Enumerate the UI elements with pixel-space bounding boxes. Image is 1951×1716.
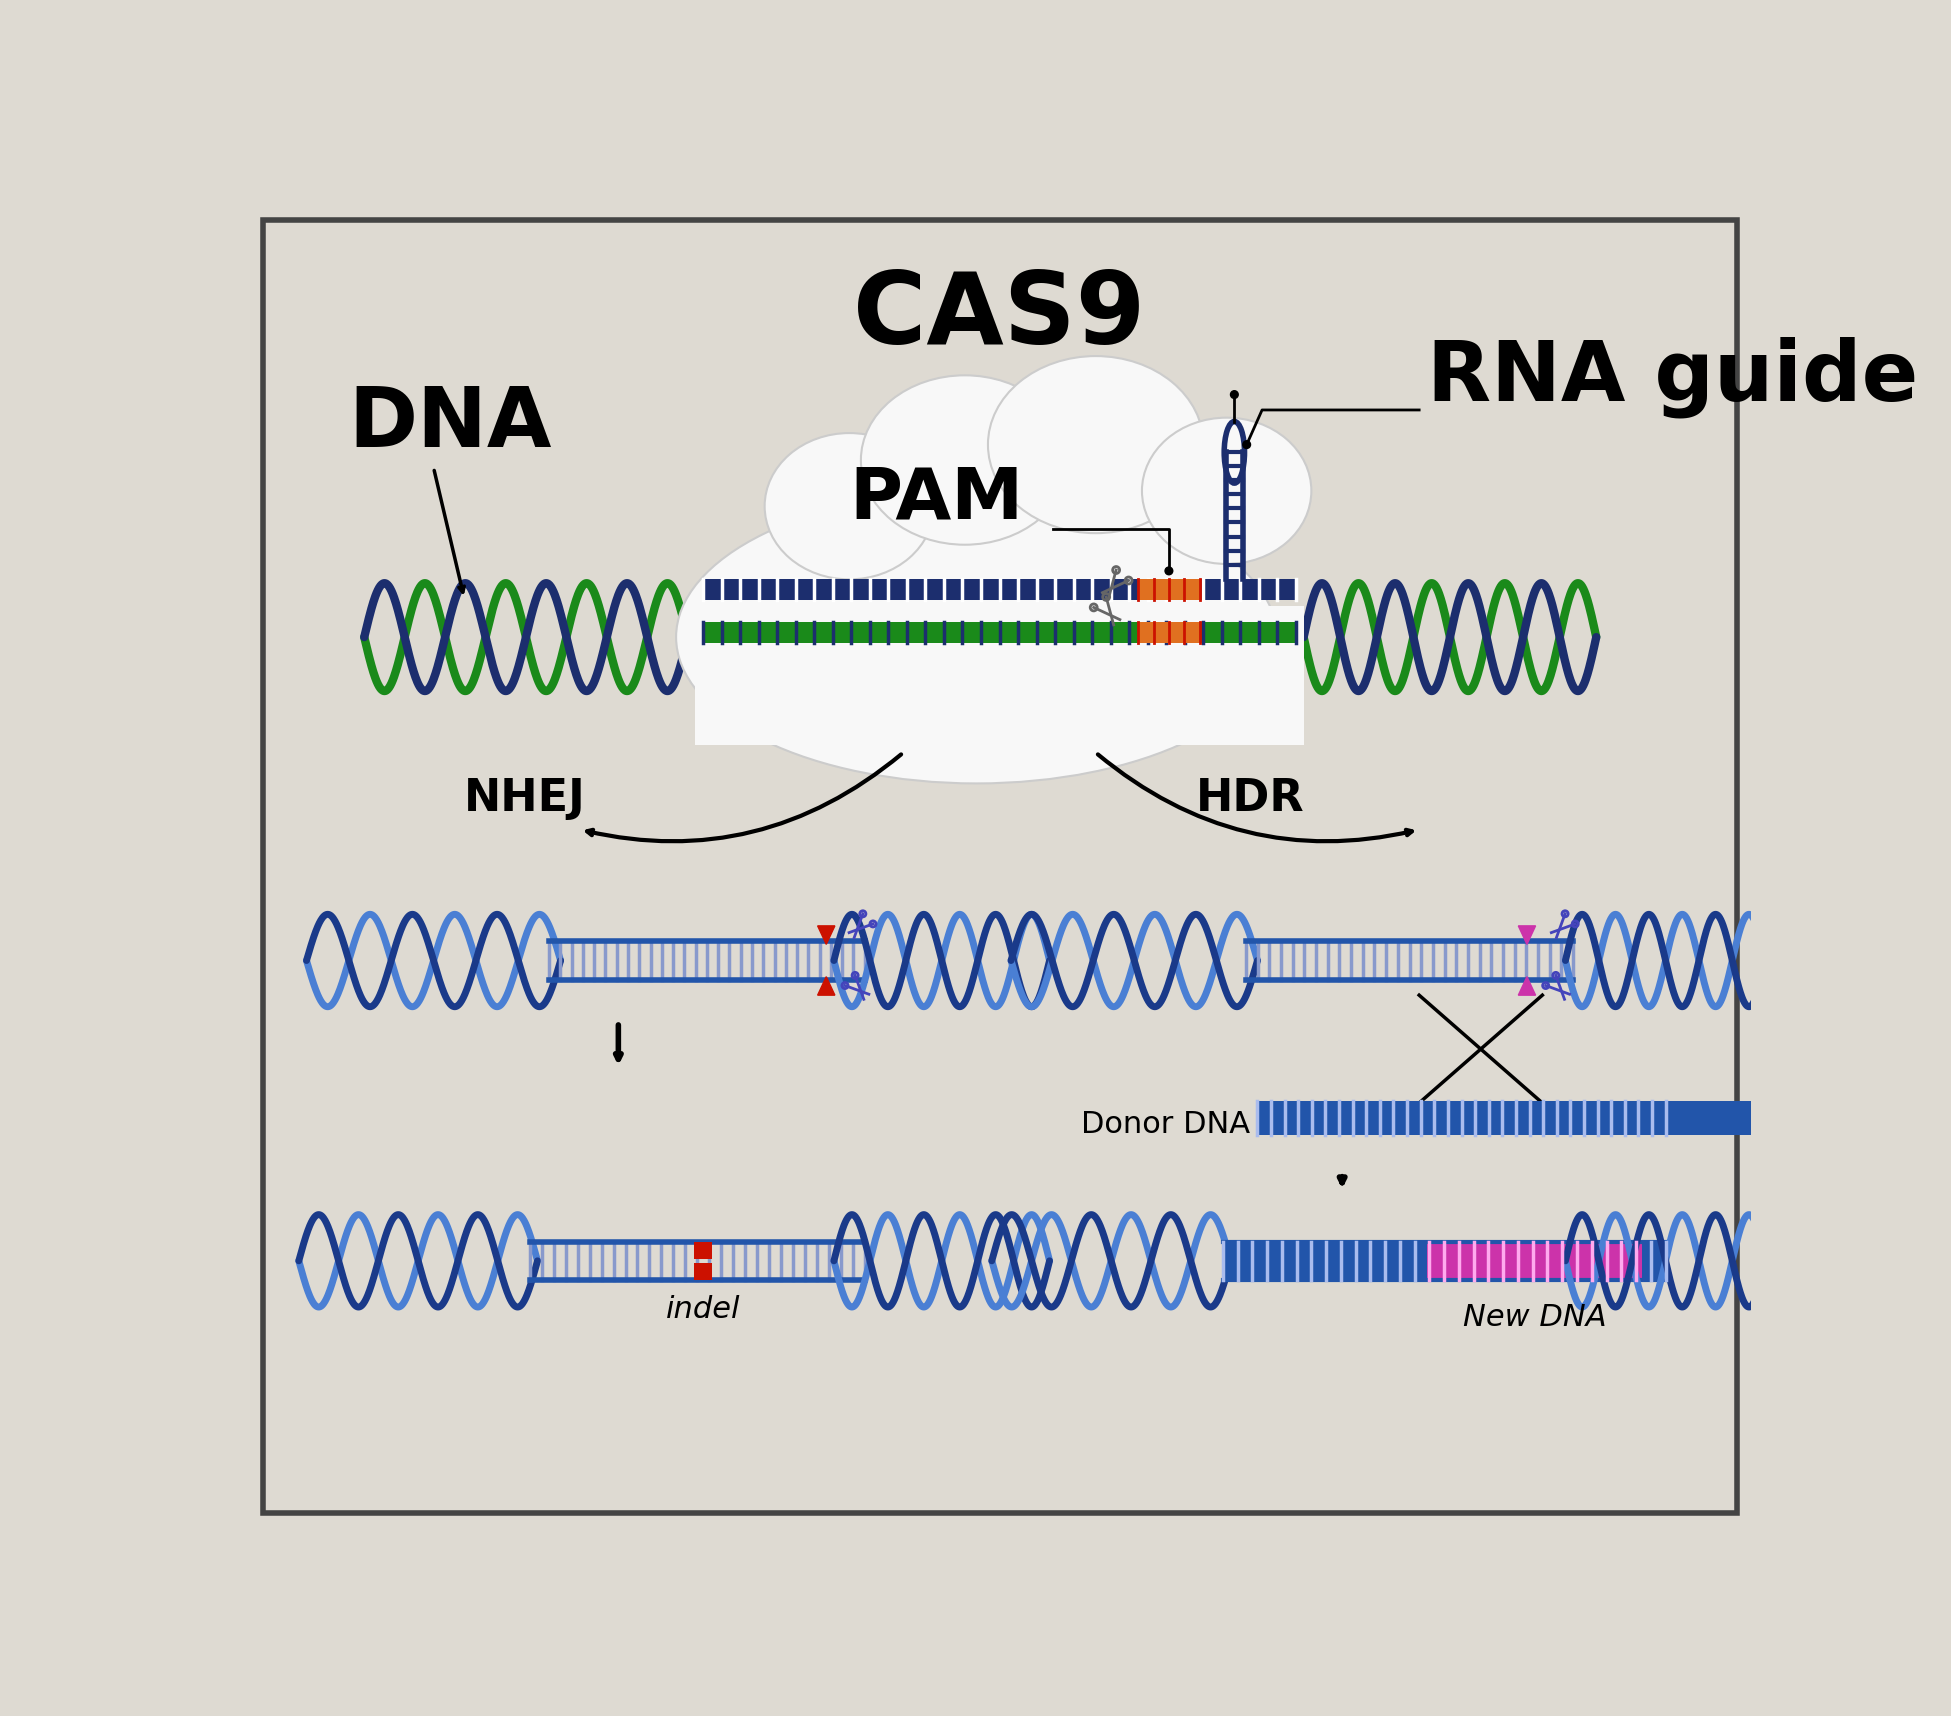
Text: DNA: DNA <box>349 383 552 463</box>
Ellipse shape <box>987 357 1204 534</box>
Text: RNA guide: RNA guide <box>1426 336 1918 419</box>
Text: Donor DNA: Donor DNA <box>1081 1110 1251 1139</box>
Bar <box>702 578 1295 601</box>
Bar <box>1643 1242 1666 1280</box>
Bar <box>1258 1102 1703 1136</box>
Text: HDR: HDR <box>1196 777 1305 820</box>
Circle shape <box>1231 391 1239 398</box>
Bar <box>702 621 1295 644</box>
Text: New DNA: New DNA <box>1463 1302 1606 1332</box>
Polygon shape <box>817 927 835 944</box>
Ellipse shape <box>1141 417 1311 565</box>
Text: CAS9: CAS9 <box>853 268 1145 364</box>
Bar <box>1223 1242 1426 1280</box>
Polygon shape <box>1518 927 1535 944</box>
Bar <box>1426 1242 1643 1280</box>
Circle shape <box>1165 566 1173 575</box>
Bar <box>695 606 1303 745</box>
Bar <box>1666 1102 1920 1136</box>
Circle shape <box>1243 441 1251 448</box>
Text: NHEJ: NHEJ <box>464 777 585 820</box>
Bar <box>695 1263 712 1280</box>
Polygon shape <box>817 976 835 995</box>
Text: PAM: PAM <box>849 463 1024 534</box>
Ellipse shape <box>677 491 1276 784</box>
Ellipse shape <box>765 432 935 580</box>
Ellipse shape <box>860 376 1069 544</box>
Bar <box>1703 1102 1920 1136</box>
Bar <box>1137 621 1200 644</box>
Polygon shape <box>1518 976 1535 995</box>
Bar <box>1137 578 1200 601</box>
Bar <box>695 1242 712 1258</box>
Text: indel: indel <box>665 1296 739 1325</box>
